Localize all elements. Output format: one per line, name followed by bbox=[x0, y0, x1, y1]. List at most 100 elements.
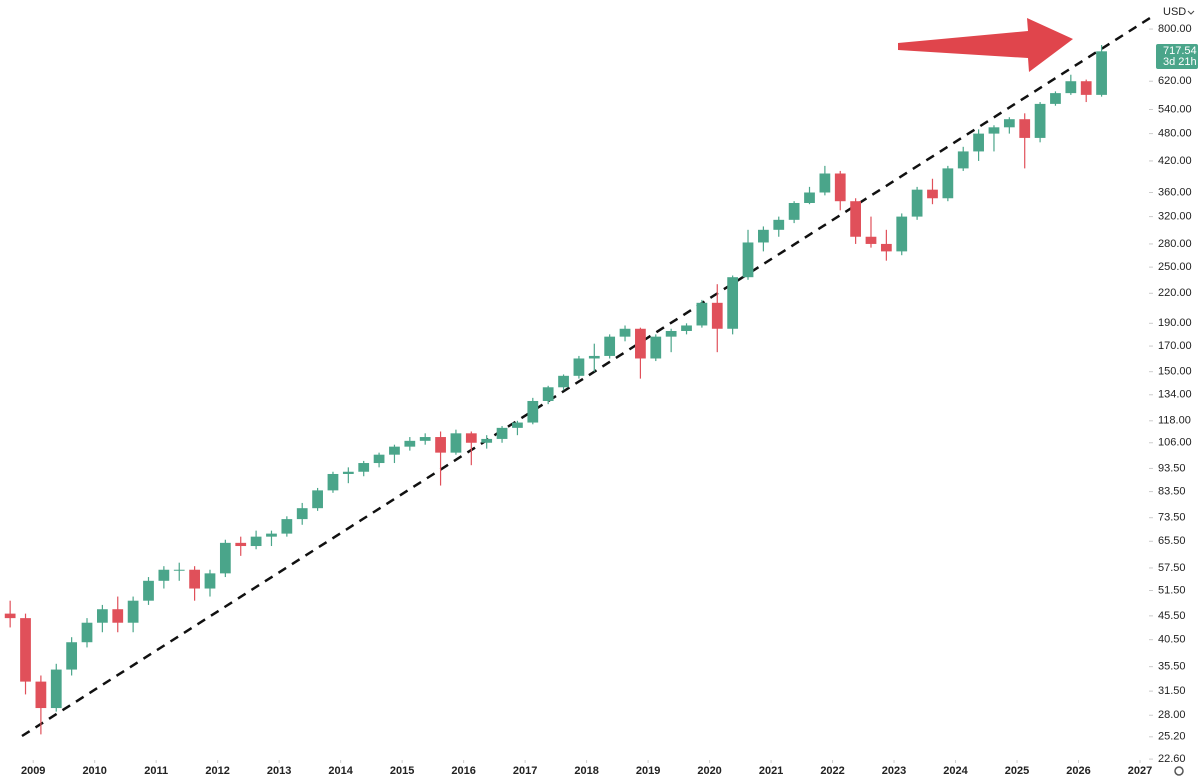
plot-area bbox=[4, 45, 1107, 735]
arrow bbox=[898, 18, 1073, 72]
y-tick-label: 480.00 bbox=[1158, 128, 1192, 140]
candle-body bbox=[896, 216, 908, 252]
candle-body bbox=[604, 336, 616, 356]
candle-body bbox=[696, 302, 708, 326]
candle-body bbox=[711, 302, 723, 329]
x-tick-label: 2021 bbox=[759, 765, 783, 777]
x-tick-label: 2017 bbox=[513, 765, 537, 777]
x-tick-label: 2013 bbox=[267, 765, 291, 777]
candle-body bbox=[158, 569, 170, 581]
candle-body bbox=[266, 533, 277, 537]
candle-body bbox=[465, 433, 477, 443]
candle-body bbox=[312, 490, 323, 509]
y-tick-label: 420.00 bbox=[1158, 155, 1192, 167]
candle-body bbox=[588, 355, 600, 359]
candle-body bbox=[650, 336, 662, 359]
x-tick-label: 2015 bbox=[390, 765, 414, 777]
candle-body bbox=[850, 201, 861, 237]
candle-body bbox=[327, 473, 339, 491]
y-tick-label: 620.00 bbox=[1158, 75, 1192, 87]
y-tick-label: 170.00 bbox=[1158, 340, 1192, 352]
candle-body bbox=[973, 133, 984, 152]
candle-body bbox=[911, 189, 923, 217]
candle-body bbox=[1034, 103, 1046, 138]
candle-body bbox=[942, 168, 954, 199]
candle-body bbox=[173, 569, 185, 571]
candle-body bbox=[880, 243, 892, 252]
y-tick-label: 83.50 bbox=[1158, 485, 1186, 497]
candle-body bbox=[573, 358, 585, 376]
last-price-box bbox=[1156, 44, 1198, 69]
y-tick-label: 360.00 bbox=[1158, 186, 1192, 198]
x-tick-label: 2024 bbox=[943, 765, 968, 777]
currency: USD bbox=[1163, 6, 1186, 18]
candle-body bbox=[450, 433, 462, 453]
y-tick-label: 28.00 bbox=[1158, 709, 1186, 721]
candle-body bbox=[542, 387, 554, 401]
candle-body bbox=[296, 508, 308, 520]
candle-body bbox=[342, 471, 354, 474]
candle-body bbox=[50, 669, 62, 709]
candle-body bbox=[1096, 51, 1107, 95]
candle-body bbox=[819, 173, 831, 193]
y-tick-label: 106.00 bbox=[1158, 437, 1192, 449]
candle-body bbox=[281, 519, 293, 534]
y-tick-label: 800.00 bbox=[1158, 23, 1192, 35]
y-tick-label: 22.60 bbox=[1158, 753, 1186, 765]
candle-body bbox=[927, 189, 938, 199]
x-tick-label: 2025 bbox=[1005, 765, 1029, 777]
currency-menu[interactable] bbox=[1187, 10, 1195, 15]
candle-body bbox=[957, 151, 969, 169]
candle-body bbox=[435, 437, 446, 453]
y-tick-label: 280.00 bbox=[1158, 238, 1192, 250]
candle-body bbox=[665, 330, 677, 337]
candle-body bbox=[1019, 119, 1031, 138]
candle-body bbox=[727, 277, 739, 329]
y-tick-label: 25.20 bbox=[1158, 731, 1186, 743]
x-tick-label: 2020 bbox=[697, 765, 721, 777]
candle-body bbox=[143, 580, 154, 601]
candle-body bbox=[4, 613, 16, 619]
candle-body bbox=[481, 438, 493, 443]
settings-icon[interactable] bbox=[1174, 766, 1184, 776]
y-tick-label: 190.00 bbox=[1158, 317, 1192, 329]
x-tick-label: 2010 bbox=[82, 765, 106, 777]
candle-body bbox=[389, 446, 400, 455]
x-tick-label: 2026 bbox=[1066, 765, 1090, 777]
candle-body bbox=[635, 328, 646, 359]
candle-body bbox=[373, 454, 385, 464]
candle-body bbox=[496, 427, 508, 439]
candle-body bbox=[619, 328, 631, 337]
y-tick-label: 118.00 bbox=[1158, 415, 1191, 427]
candle-body bbox=[804, 192, 815, 203]
y-tick-label: 540.00 bbox=[1158, 103, 1192, 115]
candle-body bbox=[865, 236, 877, 244]
y-tick-label: 220.00 bbox=[1158, 287, 1192, 299]
x-tick-label: 2012 bbox=[205, 765, 229, 777]
candle-body bbox=[773, 219, 785, 230]
candle-body bbox=[1080, 81, 1092, 95]
x-tick-label: 2023 bbox=[882, 765, 906, 777]
x-tick-label: 2018 bbox=[574, 765, 598, 777]
y-tick-label: 73.50 bbox=[1158, 512, 1186, 524]
x-tick-label: 2009 bbox=[21, 765, 45, 777]
y-tick-label: 31.50 bbox=[1158, 685, 1186, 697]
candle-body bbox=[404, 440, 416, 447]
x-tick-label: 2019 bbox=[636, 765, 660, 777]
last-price: 717.54 bbox=[1163, 45, 1197, 57]
candle-body bbox=[1003, 119, 1015, 128]
candle-body bbox=[66, 642, 78, 670]
candle-body bbox=[189, 569, 200, 589]
candle-body bbox=[81, 622, 93, 643]
candle-body bbox=[681, 325, 692, 331]
candle-body bbox=[988, 127, 1000, 134]
x-tick-label: 2016 bbox=[451, 765, 475, 777]
x-tick-label: 2014 bbox=[328, 765, 353, 777]
y-tick-label: 35.50 bbox=[1158, 661, 1186, 673]
y-tick-label: 65.50 bbox=[1158, 535, 1186, 547]
x-tick-label: 2011 bbox=[144, 765, 168, 777]
y-tick-label: 40.50 bbox=[1158, 634, 1186, 646]
candle-body bbox=[96, 609, 108, 623]
